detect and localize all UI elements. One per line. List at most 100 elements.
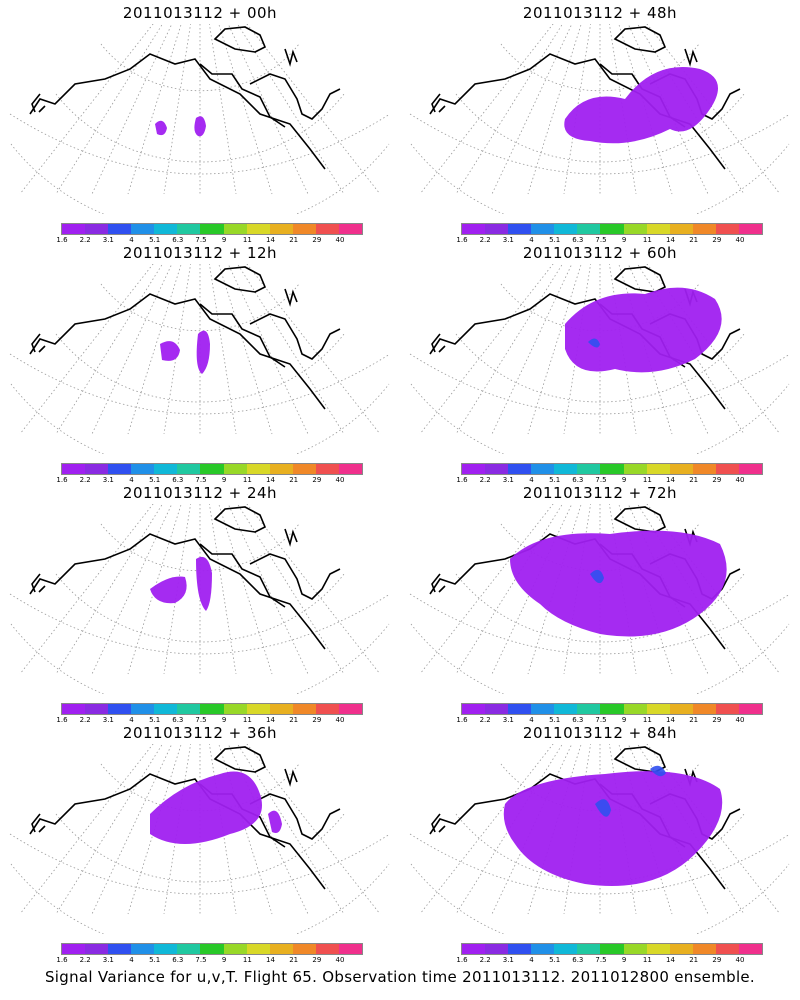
colorbar-label: 5.1 [149,476,161,484]
colorbar-label: 4 [529,956,534,964]
colorbar-swatch [669,224,693,234]
colorbar-swatch [508,464,532,474]
colorbar-label: 11 [642,956,652,964]
colorbar-swatch [108,944,132,954]
colorbar-label: 14 [266,716,275,724]
colorbar-swatch [177,224,201,234]
panel-title: 2011013112 + 60h [522,244,678,262]
colorbar-swatch [600,224,624,234]
colorbar-swatch [246,704,270,714]
colorbar-swatch [200,224,224,234]
map-panel: 2011013112 + 84h 1.6 2.2 3.1 4 5.1 6.3 7.5 9 11 14… [400,720,800,964]
colorbar-label: 21 [689,236,699,244]
colorbar-swatch [131,704,155,714]
colorbar-label: 40 [735,956,745,964]
colorbar-label: 14 [266,236,275,244]
colorbar-swatch [692,464,716,474]
colorbar-swatch [531,944,555,954]
colorbar-swatch [577,704,601,714]
variance-field [510,530,727,637]
colorbar [61,703,363,715]
colorbar-swatch [508,944,532,954]
colorbar-swatch [177,704,201,714]
colorbar-label: 29 [312,236,322,244]
colorbar-label: 6.3 [172,956,184,964]
colorbar-label: 9 [221,236,227,244]
colorbar-swatch [200,944,224,954]
colorbar-swatch [577,944,601,954]
colorbar-swatch [462,704,486,714]
colorbar-label: 1.6 [56,236,68,244]
colorbar-label: 6.3 [572,956,584,964]
colorbar-label: 5.1 [149,716,161,724]
colorbar-swatch [646,944,670,954]
colorbar-label: 3.1 [502,956,514,964]
colorbar-swatch [338,944,363,954]
polar-map [409,504,791,694]
colorbar-label: 5.1 [149,956,161,964]
colorbar-swatch [269,944,293,954]
colorbar-swatch [600,944,624,954]
colorbar-label: 40 [335,956,345,964]
colorbar-swatch [623,224,647,234]
colorbar-swatch [177,464,201,474]
colorbar-swatch [315,464,339,474]
polar-map [9,24,391,214]
polar-map [9,504,391,694]
colorbar-label: 14 [266,956,275,964]
colorbar-label: 11 [242,236,252,244]
colorbar-labels: 1.6 2.2 3.1 4 5.1 6.3 7.5 9 11 14 21 29 40 [450,476,780,486]
colorbar-label: 2.2 [79,236,91,244]
colorbar-swatch [692,704,716,714]
colorbar-swatch [338,224,363,234]
colorbar-swatch [246,944,270,954]
colorbar-label: 40 [335,476,345,484]
colorbar [61,463,363,475]
polar-map [9,264,391,454]
colorbar-swatch [108,224,132,234]
colorbar-label: 11 [642,476,652,484]
colorbar [461,703,763,715]
colorbar-swatch [108,704,132,714]
panel-title: 2011013112 + 48h [522,4,678,22]
variance-field [155,116,206,137]
colorbar-label: 3.1 [502,716,514,724]
map-panel: 2011013112 + 72h 1.6 2.2 3.1 4 5.1 6.3 7.5 9 11 14… [400,480,800,724]
colorbar-label: 2.2 [479,476,491,484]
colorbar-label: 2.2 [479,236,491,244]
panel-title: 2011013112 + 72h [522,484,678,502]
colorbar-swatch [554,944,578,954]
colorbar-swatch [485,944,509,954]
colorbar-swatch [669,704,693,714]
panel-title: 2011013112 + 36h [122,724,278,742]
colorbar-label: 21 [689,476,699,484]
colorbar-label: 3.1 [102,716,114,724]
colorbar-label: 3.1 [502,476,514,484]
map-panel: 2011013112 + 12h 1.6 2.2 3.1 4 5.1 6.3 7.5 9 11 14… [0,240,400,484]
colorbar-swatch [554,224,578,234]
colorbar-swatch [315,224,339,234]
colorbar-swatch [131,224,155,234]
colorbar-swatch [223,944,247,954]
colorbar-swatch [531,704,555,714]
map-panel: 2011013112 + 24h 1.6 2.2 3.1 4 5.1 6.3 7.5 9 11 14… [0,480,400,724]
variance-region [155,120,167,136]
colorbar-swatch [600,464,624,474]
polar-map [9,744,391,934]
colorbar-swatch [715,224,739,234]
colorbar-swatch [154,464,178,474]
colorbar-label: 1.6 [56,476,68,484]
colorbar-label: 29 [712,236,722,244]
colorbar-swatch [623,944,647,954]
colorbar-labels: 1.6 2.2 3.1 4 5.1 6.3 7.5 9 11 14 21 29 40 [50,476,380,486]
colorbar-label: 9 [621,956,627,964]
colorbar-swatch [646,464,670,474]
colorbar-label: 5.1 [549,476,561,484]
colorbar-swatch [269,224,293,234]
colorbar-swatch [738,224,763,234]
map-panel: 2011013112 + 36h 1.6 2.2 3.1 4 5.1 6.3 7.5 9 11 14… [0,720,400,964]
colorbar-label: 40 [735,476,745,484]
colorbar-swatch [577,464,601,474]
colorbar-swatch [692,224,716,234]
colorbar-label: 7.5 [195,476,207,484]
